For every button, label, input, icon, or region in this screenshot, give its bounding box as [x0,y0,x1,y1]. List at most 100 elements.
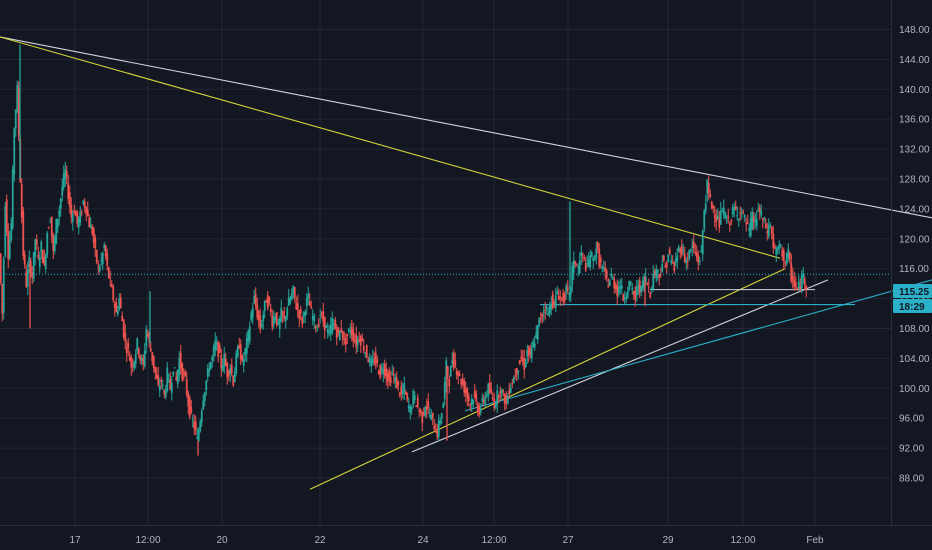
candle-body [199,421,202,432]
candle-body [791,275,794,280]
candle-body [65,170,68,177]
candle-body [191,419,194,421]
y-tick-label: 136.00 [899,115,930,126]
candle-body [440,413,443,419]
candle-body [416,397,419,407]
candle-body [671,262,674,264]
candle-body [781,249,784,257]
candle-body [625,296,628,300]
candle-body [370,360,373,366]
candle-body [533,343,536,348]
trend-line-white[interactable] [411,279,829,453]
candle-body [662,255,665,261]
trend-line-yellow[interactable] [0,36,781,259]
candle-body [514,375,517,377]
candle-body [455,371,458,375]
trend-line-cyan[interactable] [464,279,932,412]
candle-body [769,224,772,226]
candle-body [154,366,157,373]
candle-body [179,353,182,369]
candle-body [454,360,457,366]
candle-body [494,403,497,408]
candle-body [305,298,308,307]
candle-body [35,239,38,246]
candle-body [233,372,236,383]
candle-body [589,255,592,268]
candle-body [317,323,320,327]
candle-body [721,211,724,213]
candle-body [64,169,67,180]
candle-body [148,332,151,342]
candle-body [79,211,82,223]
candle-body [377,370,380,375]
price-axis[interactable]: 148.00 144.00 140.00 136.00 132.00 128.00 124.… [899,25,930,485]
candle-body [568,293,571,295]
candle-body [0,253,2,283]
candle-body [238,345,241,349]
candle-body [341,330,344,340]
candle-body [278,318,281,329]
candle-body [481,398,484,402]
candle-body [205,380,208,391]
candle-body [277,322,280,324]
candle-body [647,287,650,289]
candle-body [275,312,278,326]
candle-body [310,306,313,309]
candle-body [610,273,613,277]
candle-body [622,294,625,301]
candle-body [511,382,514,384]
candle-body [740,212,743,214]
candle-body [523,358,526,370]
candle-body [230,365,233,374]
candle-body [299,309,302,314]
candle-body [484,396,487,405]
candle-body [502,390,505,392]
candle-body [155,374,158,379]
x-tick-label: 20 [216,535,228,546]
candle-body [547,313,550,316]
candle-body [668,249,671,254]
y-tick-label: 108.00 [899,324,930,335]
candle-body [296,303,299,310]
candle-body [293,287,296,298]
candle-body [263,300,266,311]
candle-body [101,252,104,264]
candle-body [320,313,323,315]
candle-body [313,315,316,322]
candle-body [229,368,232,375]
candle-body [410,407,413,410]
candle-body [550,303,553,310]
candle-body [181,363,184,380]
candle-body [95,250,98,263]
trend-lines[interactable] [0,36,932,490]
time-axis[interactable]: 17 12:00 20 22 24 12:00 27 29 12:00 Feb [69,535,824,546]
candle-body [10,223,13,240]
candle-body [211,356,214,361]
candle-body [620,285,623,289]
candle-body [689,249,692,251]
candle-body [731,207,734,215]
candle-body [719,210,722,225]
candle-body [256,305,259,318]
candle-body [163,390,166,395]
candle-body [316,330,319,332]
candle-body [137,348,140,356]
candle-body [623,298,626,300]
candle-body [634,291,637,300]
candle-body [289,298,292,304]
candle-body [437,420,440,437]
candle-body [70,205,73,218]
candle-body [128,356,131,361]
x-tick-label: 17 [69,535,81,546]
candle-body [535,332,538,338]
candle-body [638,280,641,294]
candle-body [427,401,430,408]
trend-line-white[interactable] [0,36,932,219]
trend-line-yellow[interactable] [309,268,786,490]
candle-body [22,210,25,256]
candle-body [464,388,467,394]
candle-body [784,261,787,263]
candle-body [713,214,716,219]
candle-body [176,369,179,384]
